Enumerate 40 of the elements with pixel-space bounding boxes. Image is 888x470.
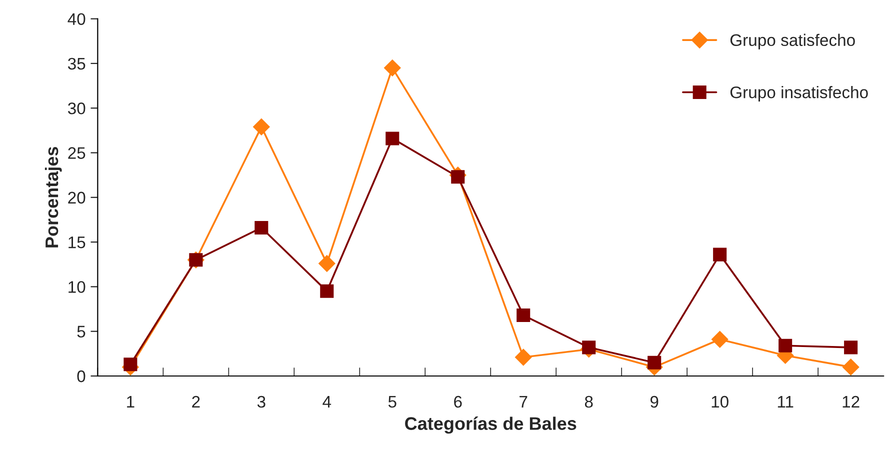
point xyxy=(124,358,138,372)
point xyxy=(384,60,401,76)
x-tick-label: 10 xyxy=(712,396,728,408)
x-tick-label: 4 xyxy=(322,396,332,408)
point xyxy=(648,356,662,370)
x-tick-label: 7 xyxy=(520,396,528,408)
y-tick-label: 15 xyxy=(68,236,86,248)
y-tick-label: 10 xyxy=(68,281,86,293)
y-axis-title: Porcentajes xyxy=(44,146,62,248)
x-tick-label: 6 xyxy=(454,396,462,408)
x-tick-label: 9 xyxy=(650,396,658,408)
y-tick-label: 20 xyxy=(68,192,86,204)
x-tick-label: 8 xyxy=(584,396,593,408)
y-tick-label: 5 xyxy=(77,326,86,338)
point xyxy=(778,338,792,352)
y-tick-label: 35 xyxy=(68,58,86,70)
point xyxy=(253,118,270,136)
point xyxy=(320,284,334,298)
x-tick-label: 12 xyxy=(842,396,860,408)
point xyxy=(842,358,860,376)
x-axis-title: Categorías de Bales xyxy=(405,416,576,434)
point xyxy=(254,220,268,235)
point xyxy=(844,340,858,354)
x-tick-label: 11 xyxy=(778,396,794,408)
y-tick-label: 0 xyxy=(77,370,86,382)
x-tick-label: 3 xyxy=(257,396,266,408)
x-tick-label: 2 xyxy=(192,396,200,408)
x-tick-label: 5 xyxy=(388,396,396,408)
point xyxy=(514,348,532,366)
point xyxy=(711,331,728,348)
point xyxy=(713,248,727,262)
point xyxy=(386,132,400,146)
point xyxy=(516,308,530,322)
y-tick-label: 25 xyxy=(68,147,86,159)
point xyxy=(318,255,336,272)
legend-label: Grupo insatisfecho xyxy=(730,86,868,102)
y-tick-label: 40 xyxy=(68,13,86,26)
legend-label: Grupo satisfecho xyxy=(730,34,855,50)
x-tick-label: 1 xyxy=(127,396,134,408)
y-tick-label: 30 xyxy=(68,102,86,114)
